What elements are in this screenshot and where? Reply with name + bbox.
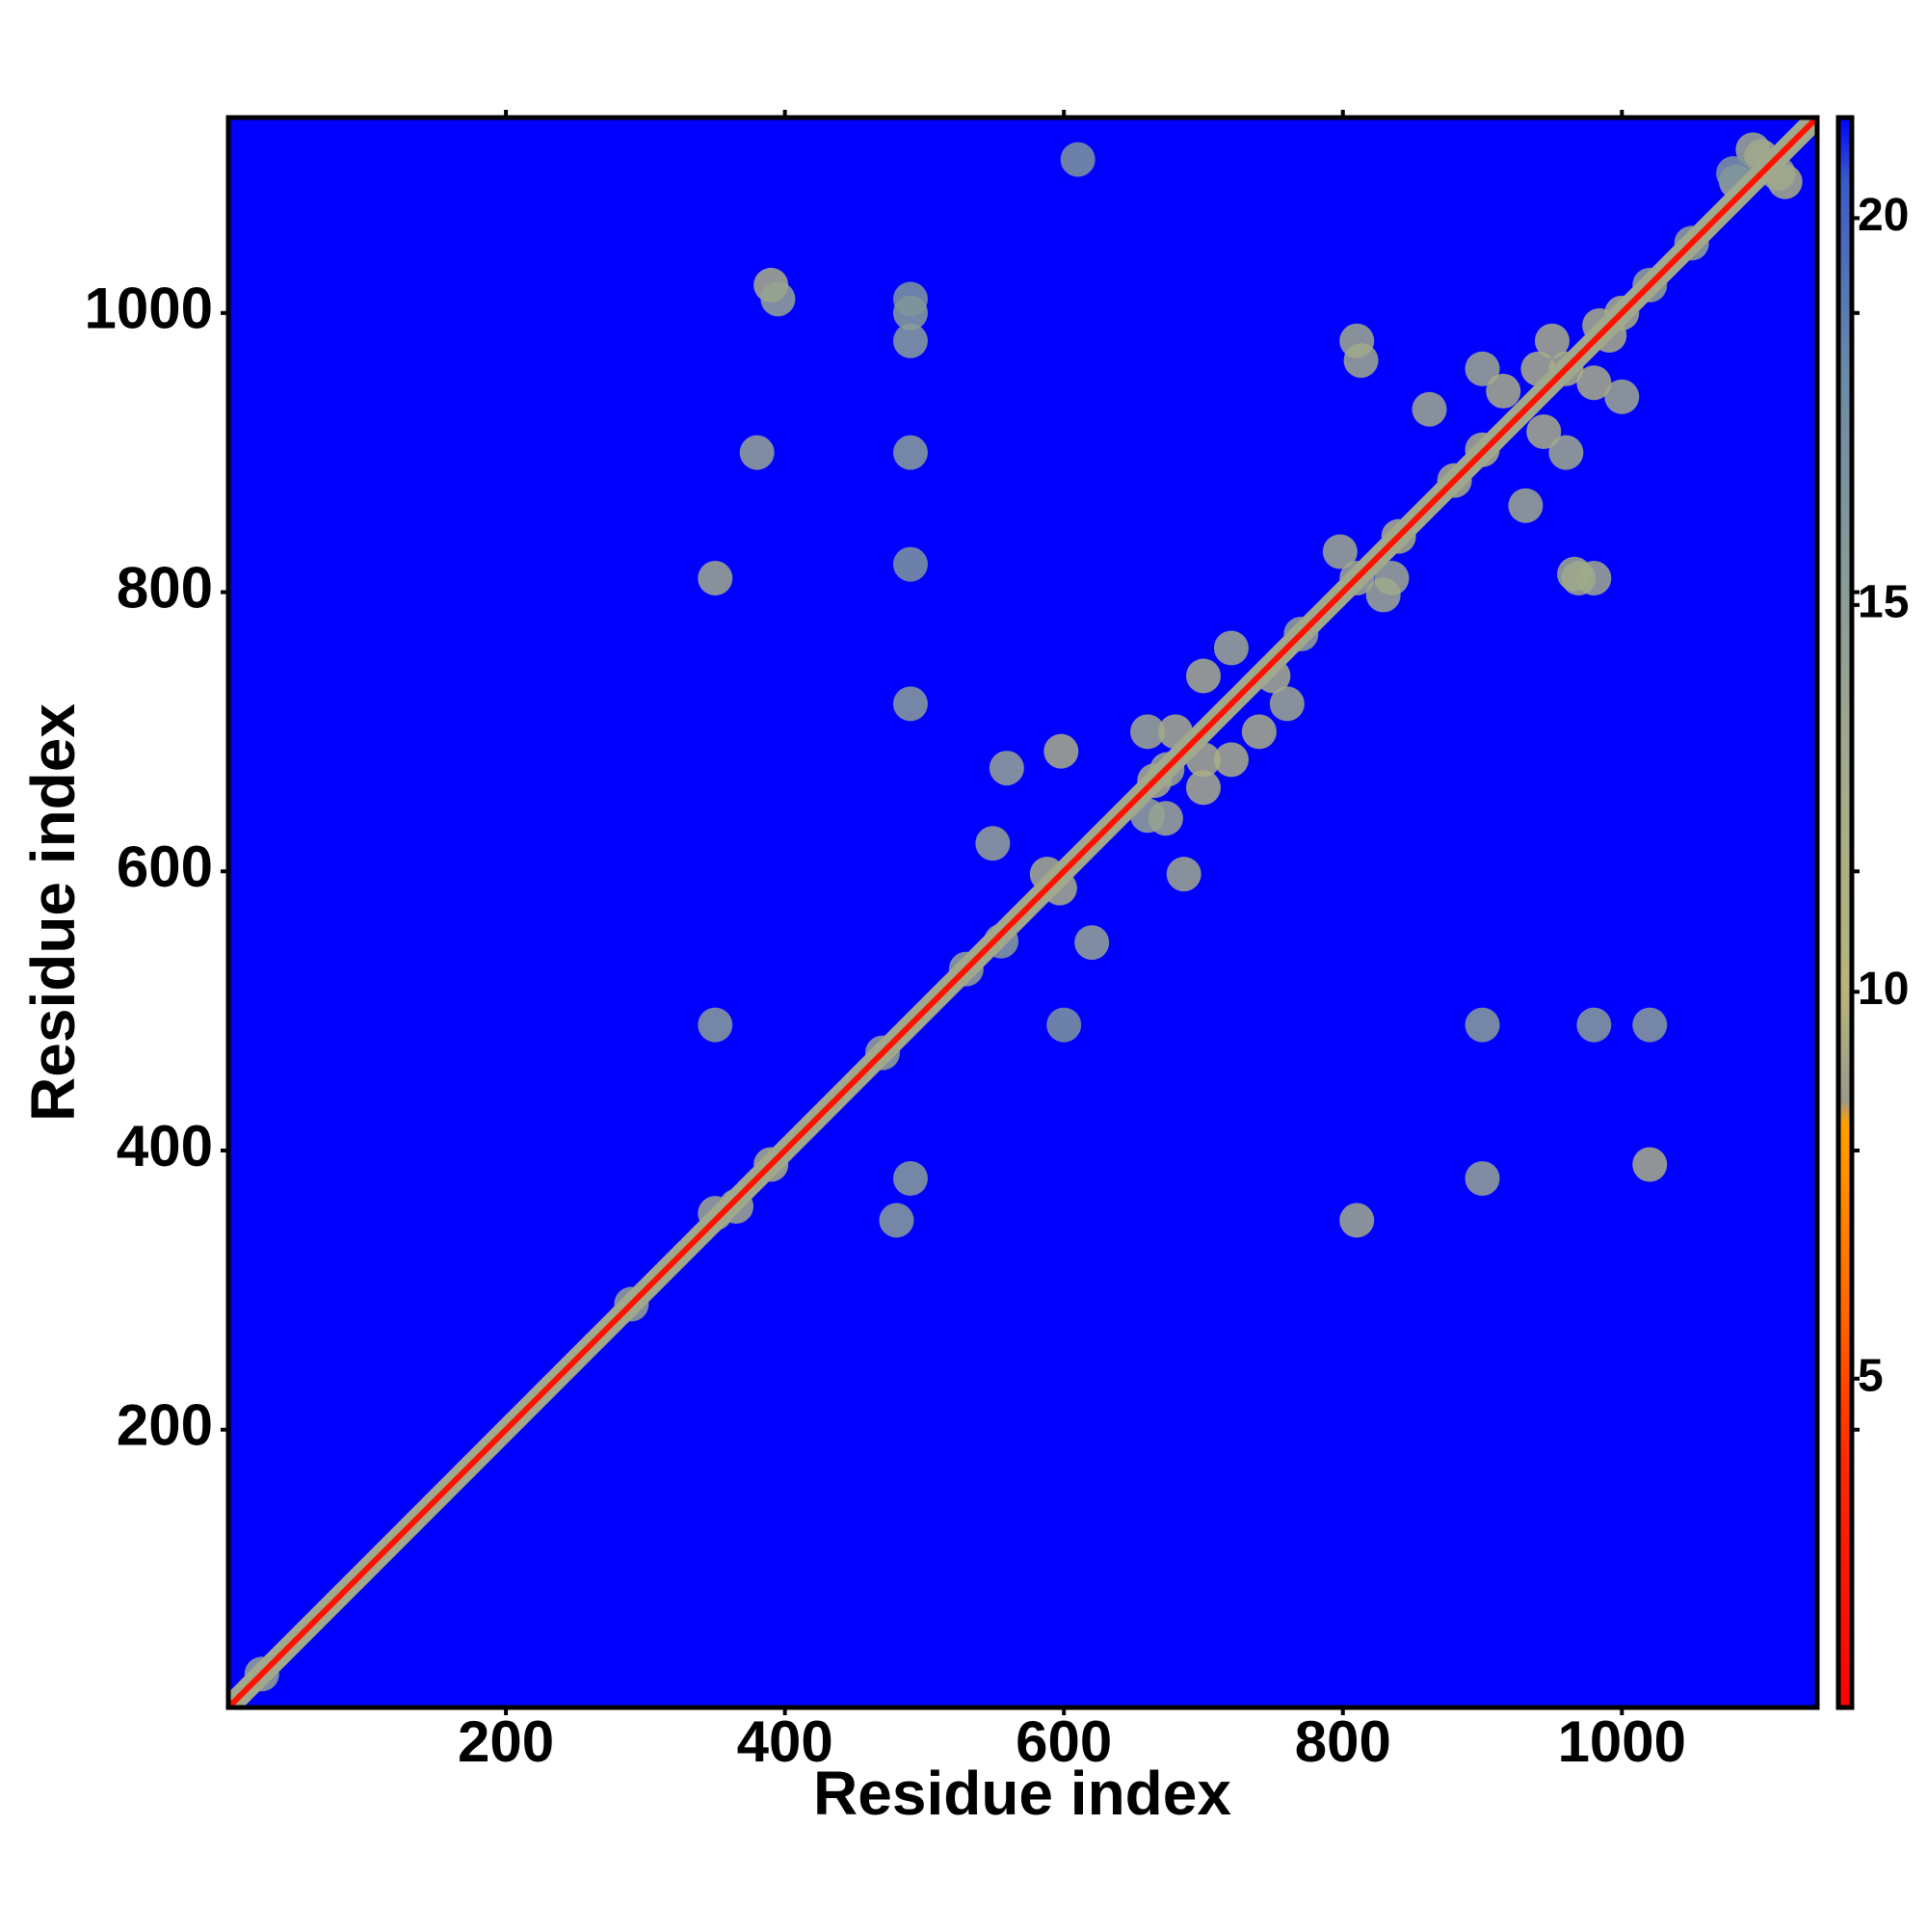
colorbar [1835,115,1855,1710]
contact-cell [1185,658,1221,694]
contact-cell [698,561,733,596]
contact-cell [1548,435,1584,470]
x-axis-label: Residue index [813,1759,1231,1828]
contact-cell [1576,365,1612,401]
contact-cell [989,751,1024,786]
contact-cell [1884,16,1918,51]
contact-cell [892,1160,928,1196]
colorbar-tick-label: 20 [1858,190,1909,241]
contact-cell [1486,373,1521,409]
contact-cell [1213,630,1249,666]
contact-cell [1604,379,1640,414]
x-tick-label: 200 [458,1709,554,1774]
contact-cell [698,1007,733,1043]
y-tick-label: 800 [117,555,213,620]
contact-cell [892,435,928,470]
x-tick-label: 800 [1295,1709,1391,1774]
y-tick-label: 200 [117,1393,213,1458]
contact-cell [1465,1007,1500,1043]
contact-cell [1412,391,1447,427]
y-axis-label: Residue index [18,703,88,1122]
contact-cell [1526,413,1562,449]
x-tick-label: 600 [1016,1709,1112,1774]
contact-cell [1534,323,1570,358]
contact-cell [1576,1007,1612,1043]
contact-cell [892,546,928,582]
contact-cell [1130,714,1166,750]
contact-cell [892,686,928,722]
contact-cell [1632,1007,1668,1043]
contact-cell [1339,1203,1375,1238]
x-tick-label: 1000 [1558,1709,1686,1774]
colorbar-tick-label: 15 [1858,577,1909,628]
contact-cell [1339,323,1375,358]
y-tick-label: 600 [117,834,213,899]
contact-cell [892,281,928,317]
contact-cell [1185,770,1221,806]
x-tick-label: 400 [737,1709,833,1774]
contact-cell [1166,857,1201,892]
contact-cell [1046,1007,1082,1043]
y-tick-label: 1000 [85,277,213,341]
contact-cell [760,281,796,317]
contact-cell [1213,742,1249,778]
contact-cell [1632,1147,1668,1182]
contact-cell [975,826,1011,861]
heatmap [228,16,1918,1707]
colorbar-tick-label: 10 [1858,964,1909,1015]
diagonal [228,118,1817,1707]
contact-cell [1060,142,1095,177]
contact-cell [1508,488,1544,523]
y-tick-label: 400 [117,1114,213,1178]
contact-cell [1269,686,1305,722]
contact-cell [1241,714,1277,750]
contact-cell [892,323,928,358]
contact-cell [1465,1160,1500,1196]
colorbar-tick-label: 5 [1858,1350,1884,1401]
contact-cell [1465,351,1500,386]
contact-cell [879,1203,914,1238]
contact-cell [1557,556,1593,592]
contact-cell [1374,561,1410,596]
contact-cell [1074,925,1110,961]
contact-cell [1043,733,1079,769]
contact-cell [1322,534,1358,569]
contact-cell [739,435,775,470]
plot-frame [225,115,1820,1710]
